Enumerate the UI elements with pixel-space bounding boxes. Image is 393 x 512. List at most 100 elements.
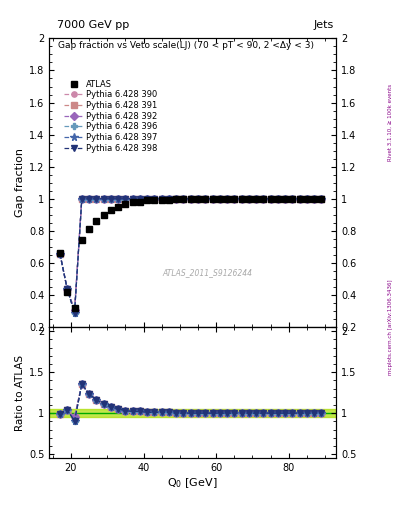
ATLAS [188,196,193,202]
Pythia 6.428 398 [116,196,121,202]
Pythia 6.428 391 [275,196,280,202]
Pythia 6.428 392 [72,307,77,313]
Pythia 6.428 392 [181,196,186,202]
Pythia 6.428 391 [268,196,273,202]
Pythia 6.428 390 [290,196,295,202]
Line: ATLAS: ATLAS [57,196,325,311]
Pythia 6.428 392 [290,196,295,202]
Pythia 6.428 398 [108,196,113,202]
Pythia 6.428 396 [268,196,273,202]
ATLAS [312,196,317,202]
ATLAS [152,197,157,203]
Pythia 6.428 392 [275,196,280,202]
Pythia 6.428 397 [298,196,302,202]
ATLAS [196,196,200,202]
Pythia 6.428 391 [58,251,62,257]
ATLAS [246,196,251,202]
Pythia 6.428 398 [72,310,77,316]
Pythia 6.428 391 [87,196,92,202]
Pythia 6.428 390 [181,196,186,202]
Pythia 6.428 396 [65,286,70,292]
ATLAS [283,196,288,202]
Pythia 6.428 398 [305,196,309,202]
Pythia 6.428 392 [239,196,244,202]
Pythia 6.428 391 [225,196,230,202]
Pythia 6.428 390 [246,196,251,202]
Pythia 6.428 391 [319,196,324,202]
Pythia 6.428 398 [159,196,164,202]
Pythia 6.428 390 [268,196,273,202]
Pythia 6.428 390 [138,196,142,202]
Pythia 6.428 392 [145,196,149,202]
Text: mcplots.cern.ch [arXiv:1306.3436]: mcplots.cern.ch [arXiv:1306.3436] [388,280,393,375]
Pythia 6.428 390 [72,307,77,313]
Pythia 6.428 398 [181,196,186,202]
Pythia 6.428 391 [167,196,171,202]
Pythia 6.428 390 [261,196,266,202]
Pythia 6.428 397 [225,196,230,202]
Pythia 6.428 396 [108,196,113,202]
Pythia 6.428 398 [87,196,92,202]
Pythia 6.428 396 [275,196,280,202]
Pythia 6.428 397 [181,196,186,202]
Pythia 6.428 397 [196,196,200,202]
Pythia 6.428 390 [225,196,230,202]
Pythia 6.428 398 [319,196,324,202]
Pythia 6.428 392 [167,196,171,202]
Pythia 6.428 392 [123,196,128,202]
Pythia 6.428 390 [159,196,164,202]
Pythia 6.428 398 [123,196,128,202]
Pythia 6.428 396 [261,196,266,202]
Pythia 6.428 392 [116,196,121,202]
Legend: ATLAS, Pythia 6.428 390, Pythia 6.428 391, Pythia 6.428 392, Pythia 6.428 396, P: ATLAS, Pythia 6.428 390, Pythia 6.428 39… [62,77,160,155]
ATLAS [138,199,142,205]
Pythia 6.428 398 [152,196,157,202]
Pythia 6.428 396 [203,196,208,202]
Pythia 6.428 391 [108,196,113,202]
ATLAS [261,196,266,202]
Pythia 6.428 391 [312,196,317,202]
Pythia 6.428 390 [254,196,259,202]
Pythia 6.428 398 [196,196,200,202]
Pythia 6.428 390 [319,196,324,202]
Pythia 6.428 392 [94,196,99,202]
Pythia 6.428 396 [188,196,193,202]
Pythia 6.428 397 [174,196,178,202]
Y-axis label: Ratio to ATLAS: Ratio to ATLAS [15,355,25,431]
Pythia 6.428 398 [58,251,62,257]
Pythia 6.428 398 [210,196,215,202]
X-axis label: Q$_0$ [GeV]: Q$_0$ [GeV] [167,476,218,489]
Pythia 6.428 391 [298,196,302,202]
Pythia 6.428 396 [312,196,317,202]
Pythia 6.428 392 [101,196,106,202]
Pythia 6.428 396 [130,196,135,202]
Pythia 6.428 398 [298,196,302,202]
Pythia 6.428 398 [239,196,244,202]
Pythia 6.428 396 [152,196,157,202]
Pythia 6.428 390 [108,196,113,202]
Pythia 6.428 396 [181,196,186,202]
Pythia 6.428 392 [312,196,317,202]
ATLAS [181,196,186,202]
Pythia 6.428 396 [87,196,92,202]
Pythia 6.428 390 [239,196,244,202]
Pythia 6.428 397 [239,196,244,202]
Pythia 6.428 392 [261,196,266,202]
Pythia 6.428 391 [101,196,106,202]
Pythia 6.428 397 [116,196,121,202]
Line: Pythia 6.428 398: Pythia 6.428 398 [57,196,324,315]
Bar [49,409,336,417]
Pythia 6.428 390 [283,196,288,202]
Pythia 6.428 396 [319,196,324,202]
Pythia 6.428 392 [232,196,237,202]
Pythia 6.428 398 [167,196,171,202]
Pythia 6.428 396 [167,196,171,202]
Pythia 6.428 397 [210,196,215,202]
Pythia 6.428 392 [225,196,230,202]
Pythia 6.428 392 [283,196,288,202]
Pythia 6.428 398 [254,196,259,202]
Pythia 6.428 398 [101,196,106,202]
Pythia 6.428 396 [174,196,178,202]
ATLAS [79,238,84,244]
Pythia 6.428 396 [138,196,142,202]
